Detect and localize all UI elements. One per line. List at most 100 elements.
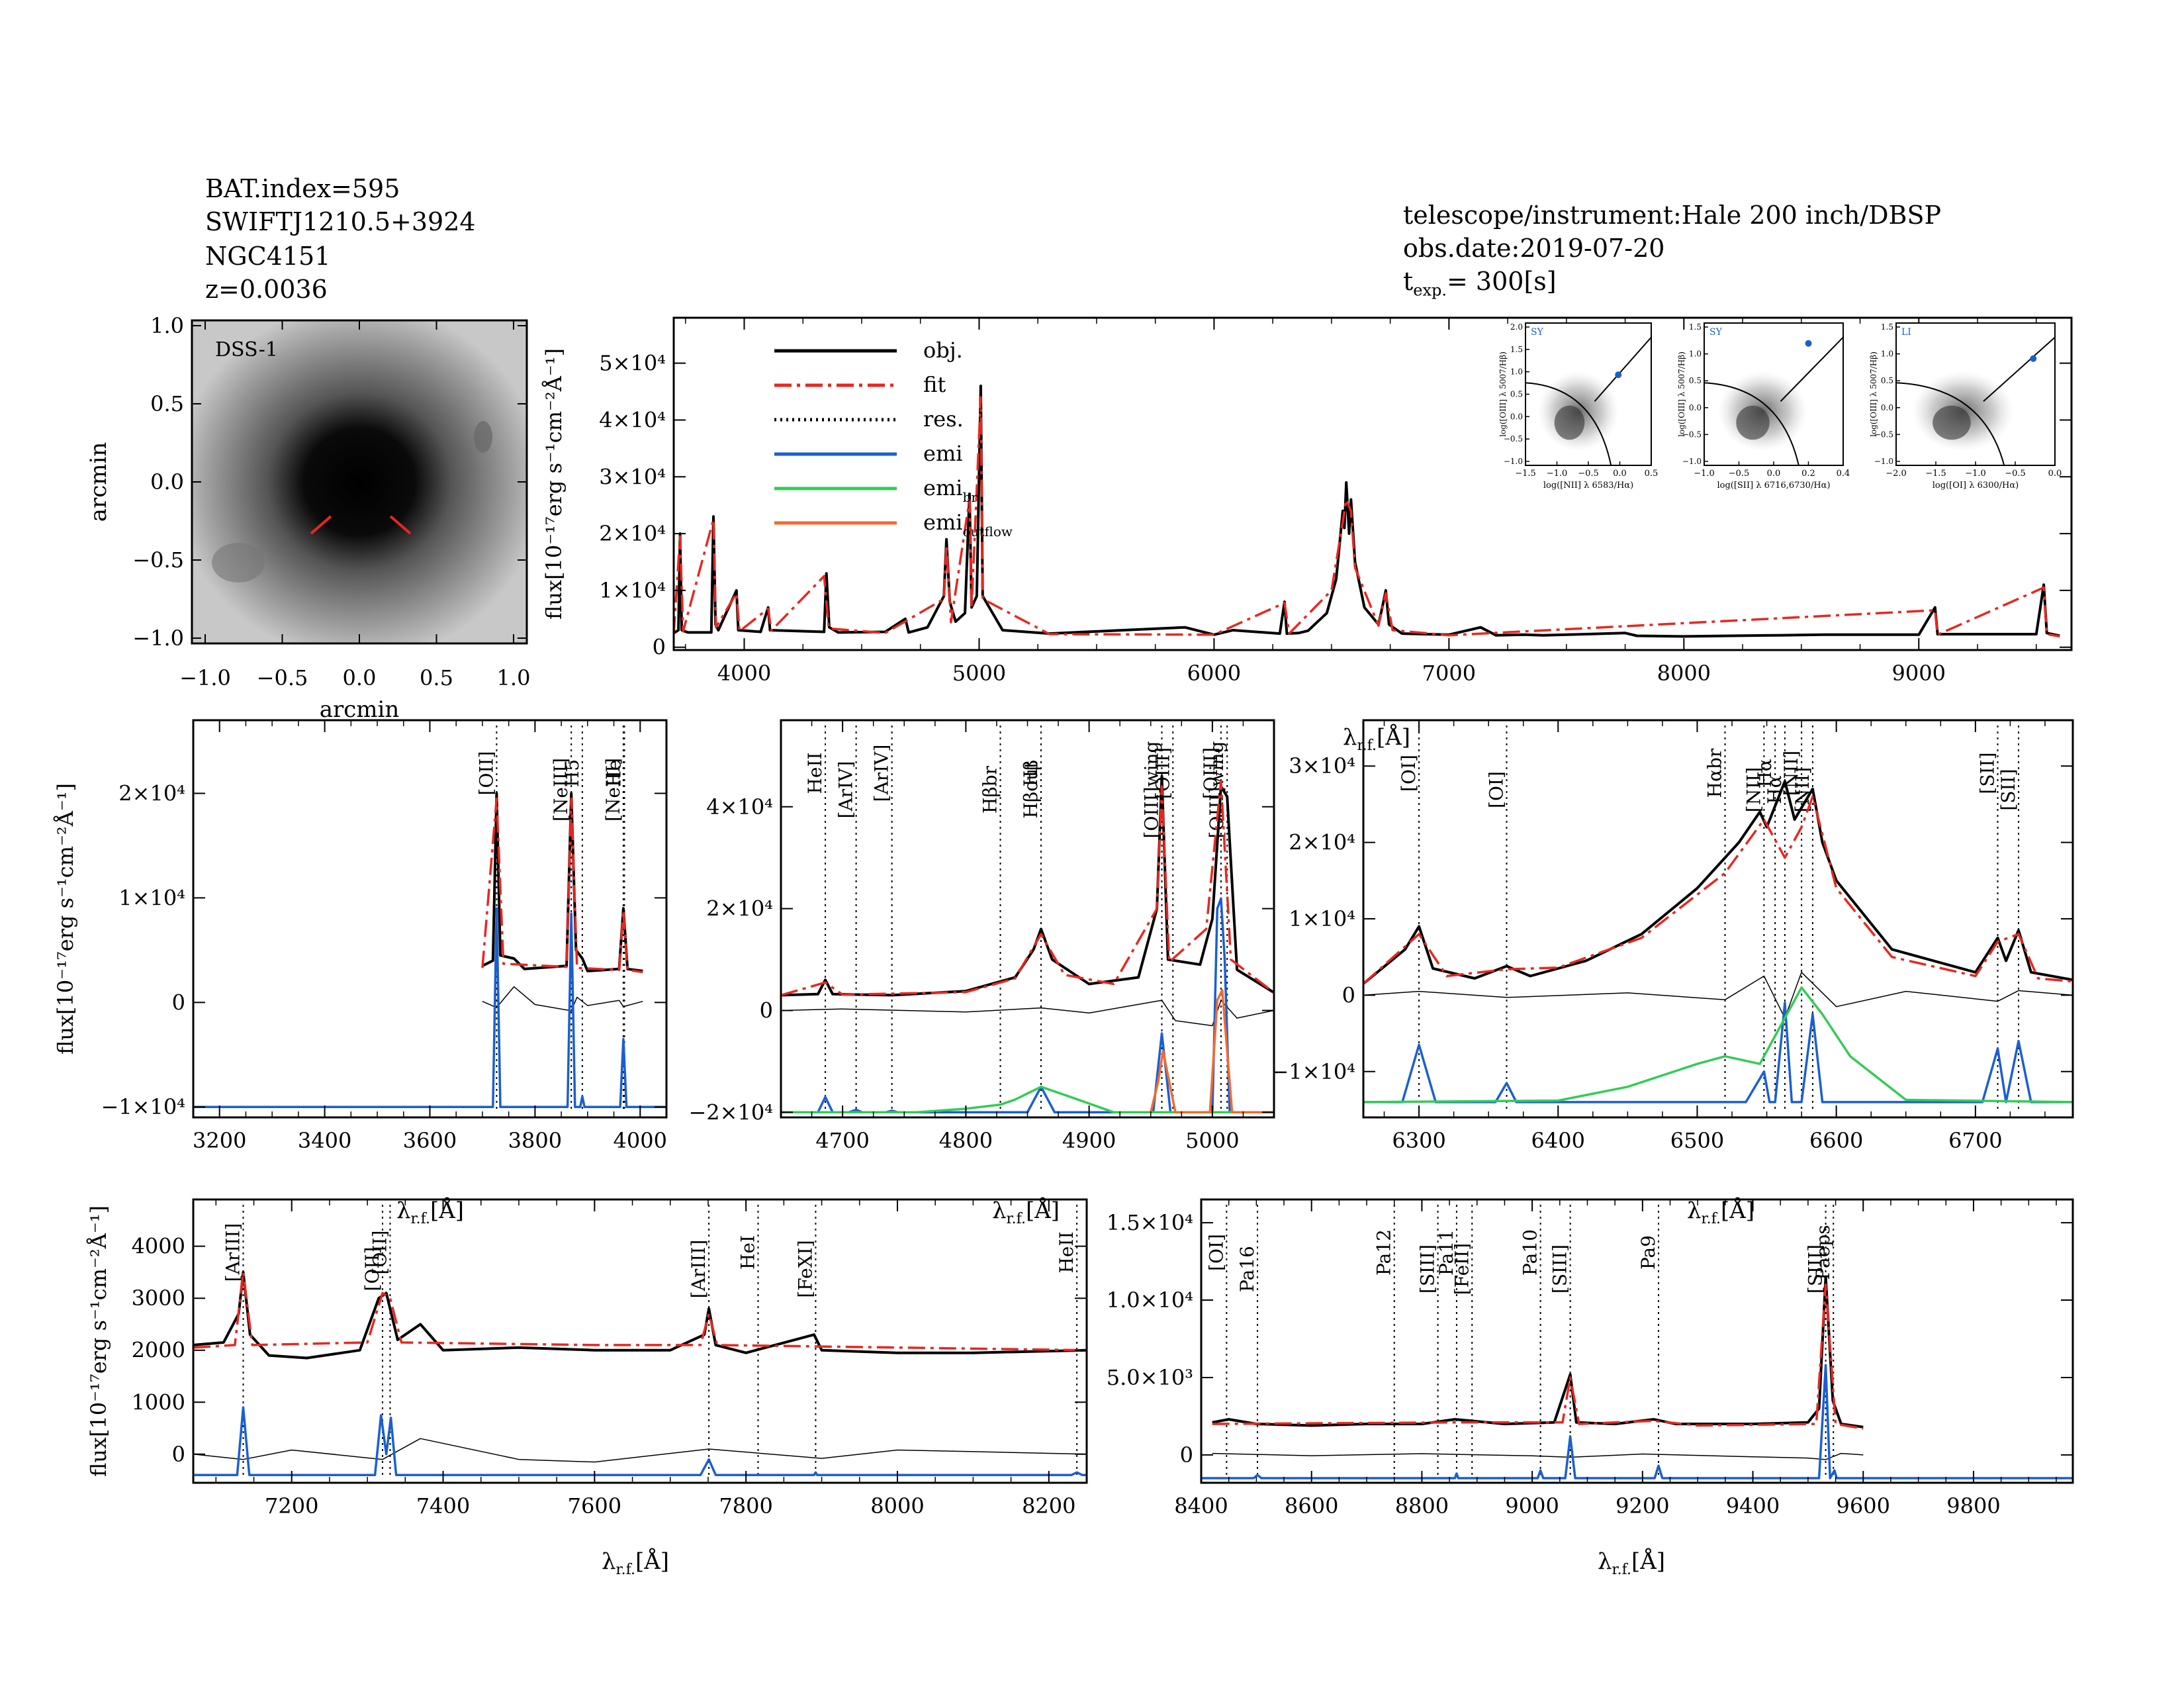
series-fit (193, 1271, 1087, 1352)
bpt-class-tag: SY (1709, 327, 1723, 338)
ytick-label: 2×10⁴ (599, 521, 666, 546)
line-label: [FeII] (1451, 1243, 1473, 1295)
xtick-label: 7800 (719, 1493, 772, 1519)
xtick-label: 8800 (1395, 1493, 1449, 1519)
xtick-label: 4900 (1062, 1128, 1116, 1153)
swift-name: SWIFTJ1210.5+3924 (205, 207, 476, 236)
series-res (781, 1000, 1274, 1027)
bpt-ytick-label: −1.0 (1504, 457, 1523, 466)
series-emi (193, 907, 666, 1108)
slit-marker-right (389, 515, 412, 535)
bpt-diagram-1: SY−1.5 −1.0 −0.5 0.0 0.52.01.51.00.50.0−0.5−… (1498, 322, 1658, 491)
x-axis-label: λr.f.[Å] (1598, 1548, 1665, 1578)
bpt-ytick-label: 0.0 (1881, 403, 1893, 412)
xtick-label: 9000 (1505, 1493, 1559, 1519)
galaxy-image (192, 320, 527, 643)
bpt-density-core (1736, 405, 1770, 440)
panel-frame (192, 1198, 1088, 1484)
ytick-label: 0 (653, 635, 666, 660)
ytick-label: 5×10⁴ (599, 351, 666, 376)
ytick-label: 3×10⁴ (599, 464, 666, 489)
series-res (482, 986, 643, 1011)
bpt-density-core (1933, 405, 1971, 440)
ytick-label: 1×10⁴ (118, 885, 185, 910)
xtick-label: 3600 (403, 1128, 457, 1153)
legend-label: res. (923, 406, 964, 432)
bpt-xtick-label: −0.5 (1578, 469, 1599, 479)
galaxy-name: NGC4151 (205, 242, 331, 271)
line-label: HeI (737, 1235, 758, 1270)
line-label: [OIII] (1200, 747, 1222, 799)
xtick-label: 9600 (1837, 1493, 1890, 1519)
ytick-label: 2×10⁴ (118, 781, 185, 806)
line-label: [OII] (361, 1247, 383, 1291)
bpt-xtick-label: 0.0 (1767, 469, 1781, 479)
ytick-label: 2000 (132, 1338, 185, 1363)
image-xtick-label: 0.0 (343, 665, 377, 690)
xtick-label: 7600 (568, 1493, 621, 1519)
x-axis-label: λr.f.[Å] (602, 1548, 669, 1578)
exposure-time: texp.= 300[s] (1403, 266, 1557, 306)
ytick-label: 4000 (132, 1234, 185, 1259)
ytick-label: 1×10⁴ (1289, 906, 1355, 931)
line-label: [OII] (475, 751, 497, 796)
line-label: [SIII] (1417, 1244, 1439, 1293)
line-label: [NeIII] (550, 758, 572, 821)
legend-label: emioutflow (923, 510, 1013, 539)
xtick-label: 3400 (298, 1128, 351, 1153)
series-emi-br (781, 1086, 1274, 1114)
line-label: [OI] (1205, 1234, 1227, 1271)
redshift: z=0.0036 (205, 275, 328, 304)
bpt-ytick-label: 0.5 (1689, 376, 1702, 385)
image-xtick-label: −1.0 (179, 665, 231, 690)
xtick-label: 4000 (717, 661, 771, 686)
bpt-xtick-label: −0.5 (1729, 469, 1750, 479)
bpt-ytick-label: −0.5 (1682, 430, 1702, 439)
bpt-density-core (1554, 405, 1585, 440)
texp-prefix: t (1403, 267, 1414, 296)
series-emi (781, 897, 1274, 1114)
xtick-label: 4000 (614, 1128, 667, 1153)
bpt-xtick-label: −1.0 (1694, 469, 1715, 479)
bpt-ytick-label: 0.0 (1510, 412, 1523, 421)
image-blob (474, 421, 492, 453)
ytick-label: 2×10⁴ (1289, 830, 1355, 855)
dss-label: DSS-1 (215, 338, 278, 361)
series-res (1212, 1452, 1864, 1460)
image-xtick-label: 1.0 (497, 665, 531, 690)
bpt-seyfert-liner-line (1780, 336, 1843, 402)
bpt-class-tag: LI (1901, 327, 1911, 338)
series-obj (1212, 1275, 1864, 1429)
series-fit (1212, 1283, 1864, 1430)
xtick-label: 4800 (939, 1128, 993, 1153)
bpt-ytick-label: 1.5 (1689, 322, 1702, 332)
bpt-xlabel: log([OI] λ 6300/Hα) (1933, 481, 2019, 491)
xtick-label: 8000 (1657, 661, 1711, 686)
ytick-label: −1×10⁴ (1271, 1059, 1355, 1084)
line-label: [OI] (1486, 771, 1508, 808)
ytick-label: 5.0×10³ (1107, 1365, 1193, 1390)
bpt-demarcation (1704, 382, 1799, 465)
bpt-xtick-label: 0.4 (1837, 469, 1850, 479)
bpt-ylabel: log([OIII] λ 5007/Hβ) (1498, 352, 1508, 437)
line-label: [ArIV] (835, 761, 857, 819)
image-ytick-label: 0.0 (150, 469, 184, 494)
bpt-xtick-label: 0.5 (1645, 469, 1659, 479)
bpt-xtick-label: −1.0 (1965, 469, 1986, 479)
legend-label: obj. (923, 338, 963, 363)
panel-frame (192, 719, 668, 1119)
bpt-xtick-label: 0.0 (1613, 469, 1627, 479)
bpt-ytick-label: 1.0 (1689, 350, 1702, 359)
legend-label: emibr (923, 475, 978, 505)
bpt-xtick-label: −2.0 (1886, 469, 1907, 479)
xtick-label: 6400 (1531, 1128, 1585, 1153)
line-label: [OI] (1398, 755, 1420, 792)
xtick-label: 3800 (508, 1128, 562, 1153)
xtick-label: 8200 (1022, 1493, 1075, 1519)
ytick-label: 3×10⁴ (1289, 753, 1355, 778)
line-label: Pa12 (1373, 1229, 1395, 1276)
line-label: [NeIII] (602, 758, 624, 821)
line-label: Pa11 (1435, 1229, 1457, 1276)
